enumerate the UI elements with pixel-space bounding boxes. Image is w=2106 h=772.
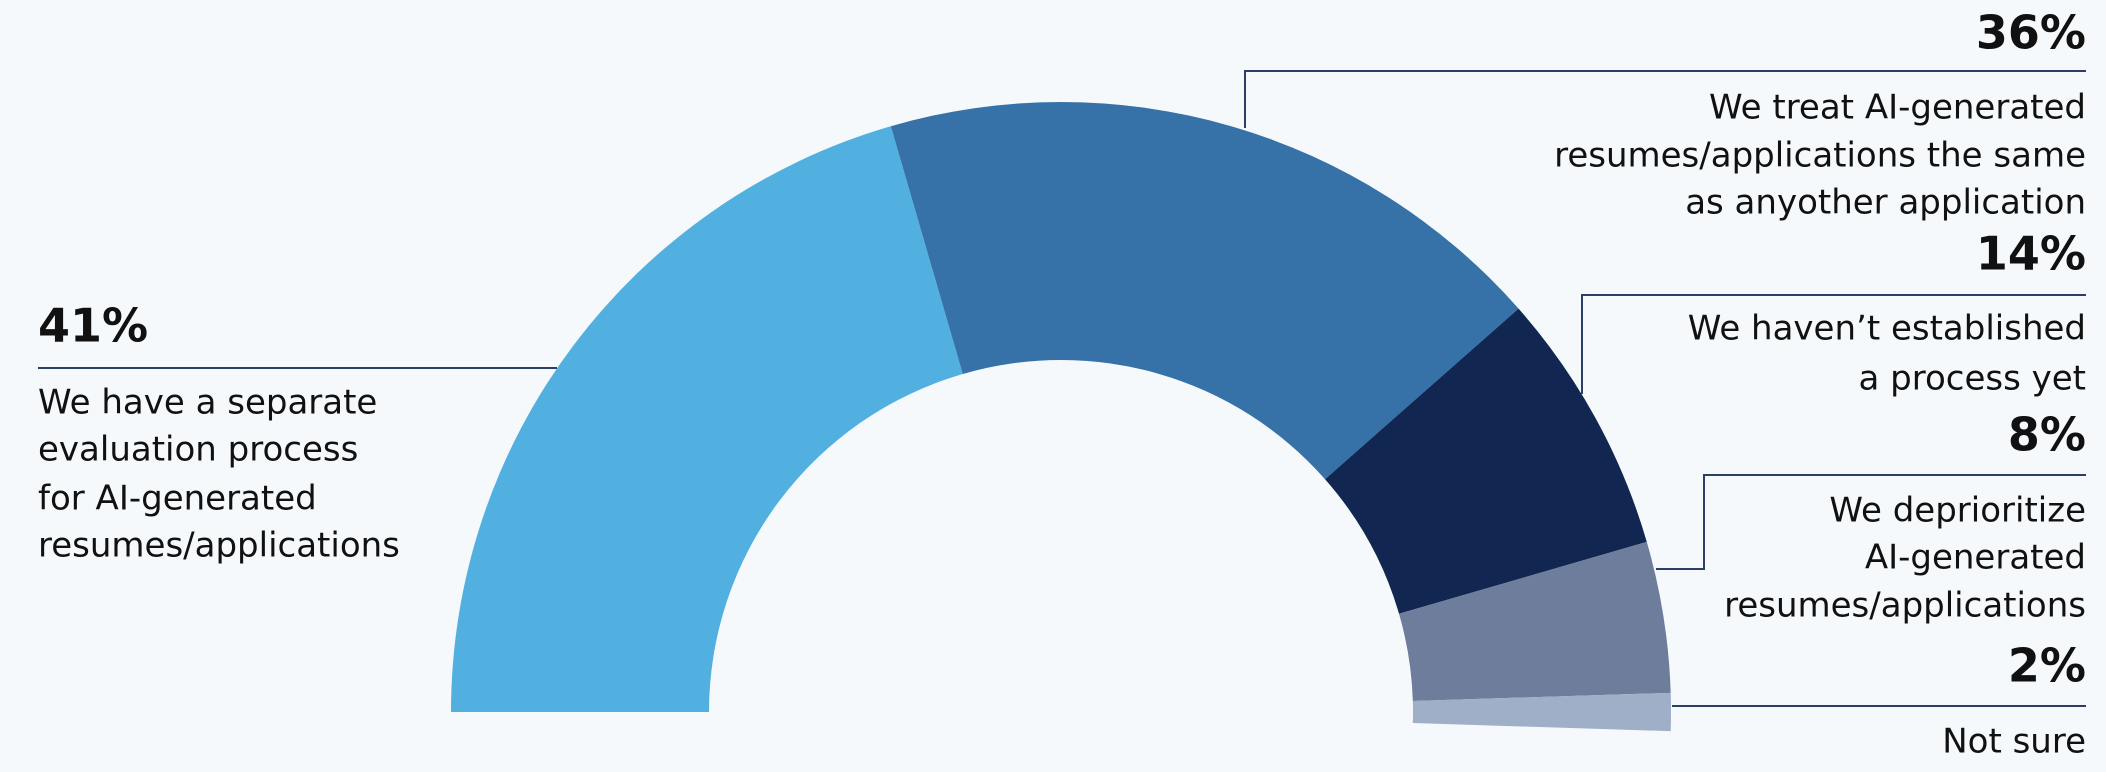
segment [451,126,963,713]
segment [1325,308,1647,614]
category-label: We treat AI-generated [1709,88,2086,128]
leader-line [1244,70,2086,128]
category-label: We haven’t established [1688,309,2086,349]
category-label: resumes/applications the same [1554,136,2086,176]
leader-line [1656,474,2086,570]
category-label: Not sure [1942,722,2086,762]
value-label: 8% [2008,408,2086,462]
segment [1399,541,1671,701]
category-label: resumes/applications [1724,586,2086,626]
category-label: resumes/applications [38,526,400,566]
leader-lines [38,70,2086,707]
category-label: as anyother application [1685,183,2086,223]
category-label: We have a separate [38,383,377,423]
category-label: evaluation process [38,430,358,470]
value-label: 14% [1976,227,2086,281]
value-label: 41% [38,299,148,353]
category-label: AI-generated [1865,538,2086,578]
category-label: We deprioritize [1829,491,2086,531]
category-label: for AI-generated [38,479,317,519]
segment [1412,692,1671,732]
value-label: 36% [1976,6,2086,60]
category-label: a process yet [1859,359,2086,399]
leader-line [1581,294,2086,394]
segment [890,102,1519,480]
value-label: 2% [2008,639,2086,693]
